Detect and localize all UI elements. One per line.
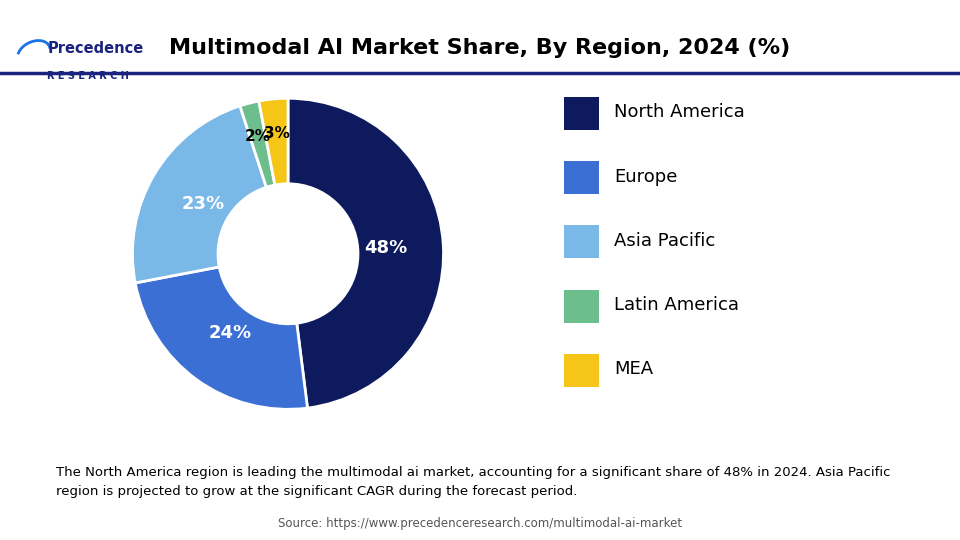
FancyBboxPatch shape (564, 225, 599, 259)
Text: Precedence: Precedence (47, 41, 143, 56)
FancyBboxPatch shape (564, 97, 599, 130)
Wedge shape (288, 98, 444, 408)
Text: North America: North America (614, 103, 745, 122)
Text: Source: https://www.precedenceresearch.com/multimodal-ai-market: Source: https://www.precedenceresearch.c… (278, 517, 682, 530)
FancyBboxPatch shape (564, 161, 599, 194)
Wedge shape (240, 101, 275, 187)
Text: Latin America: Latin America (614, 296, 739, 314)
Text: 23%: 23% (182, 195, 226, 213)
FancyBboxPatch shape (564, 289, 599, 323)
Text: Europe: Europe (614, 167, 678, 186)
Text: R E S E A R C H: R E S E A R C H (47, 71, 129, 81)
FancyBboxPatch shape (564, 354, 599, 387)
Text: The North America region is leading the multimodal ai market, accounting for a s: The North America region is leading the … (56, 465, 891, 497)
Text: 48%: 48% (364, 239, 407, 256)
Text: 3%: 3% (264, 125, 290, 140)
Text: Multimodal AI Market Share, By Region, 2024 (%): Multimodal AI Market Share, By Region, 2… (169, 38, 791, 58)
Wedge shape (259, 98, 288, 185)
Wedge shape (135, 267, 307, 409)
Text: 2%: 2% (245, 129, 271, 144)
Text: MEA: MEA (614, 360, 654, 379)
Text: 24%: 24% (209, 324, 252, 342)
Text: Asia Pacific: Asia Pacific (614, 232, 715, 250)
Wedge shape (132, 106, 266, 283)
